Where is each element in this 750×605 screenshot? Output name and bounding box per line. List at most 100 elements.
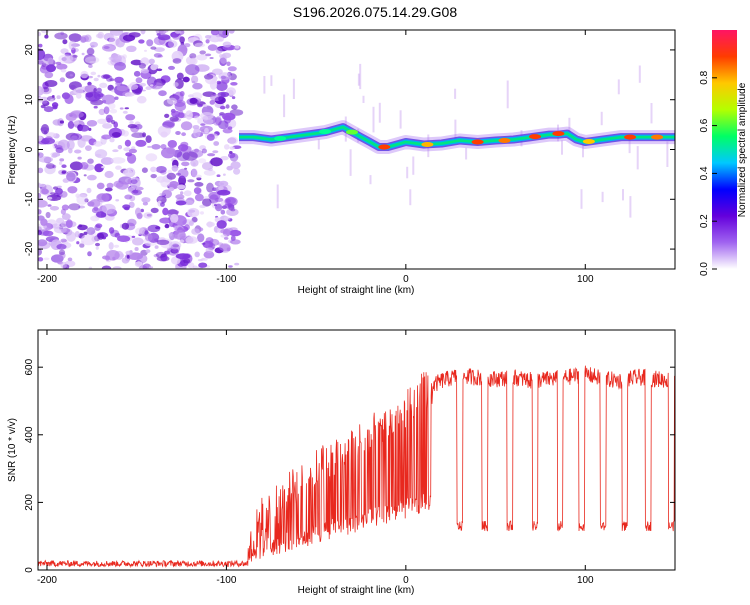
signal-streak <box>650 103 653 124</box>
noise-blob <box>168 232 173 237</box>
noise-blob <box>187 262 195 269</box>
noise-blob <box>215 47 223 54</box>
signal-streak <box>638 65 641 83</box>
noise-blob <box>191 75 199 84</box>
noise-blob <box>219 114 224 117</box>
noise-blob <box>191 92 203 100</box>
noise-blob <box>197 259 203 262</box>
noise-blob <box>119 107 124 110</box>
y-tick-label: 400 <box>24 426 35 443</box>
noise-blob <box>191 228 200 235</box>
noise-blob <box>53 186 59 190</box>
noise-blob <box>102 123 113 129</box>
noise-blob <box>177 168 189 179</box>
noise-blob <box>116 85 128 92</box>
noise-blob <box>50 192 56 195</box>
noise-blob <box>38 43 43 48</box>
x-tick-label: -100 <box>216 274 236 285</box>
noise-blob <box>225 198 231 204</box>
noise-blob <box>109 137 115 143</box>
noise-blob <box>192 162 196 167</box>
noise-blob <box>156 33 161 36</box>
noise-blob <box>234 262 240 266</box>
signal-streak <box>561 140 563 155</box>
noise-blob <box>58 249 66 256</box>
noise-blob <box>59 158 65 162</box>
noise-blob <box>146 39 154 47</box>
noise-blob <box>80 241 85 244</box>
noise-blob <box>115 165 122 170</box>
noise-blob <box>60 261 67 269</box>
noise-blob <box>182 76 190 83</box>
noise-blob <box>204 127 209 134</box>
noise-blob <box>228 30 235 34</box>
noise-blob <box>220 92 226 97</box>
noise-blob <box>103 46 110 49</box>
noise-blob <box>86 227 96 235</box>
noise-blob <box>198 158 207 164</box>
noise-blob <box>206 133 215 141</box>
noise-blob <box>38 241 51 250</box>
noise-blob <box>164 113 170 118</box>
noise-blob <box>69 74 74 77</box>
noise-blob <box>208 167 213 172</box>
noise-blob <box>234 45 240 49</box>
noise-blob <box>86 187 92 194</box>
noise-blob <box>203 250 215 259</box>
noise-blob <box>138 265 148 269</box>
noise-blob <box>197 104 203 108</box>
snr-panel: -200 -100 0 100 0 200 400 600 Height of straigh… <box>7 329 676 596</box>
noise-blob <box>77 137 86 149</box>
y-tick-label: 200 <box>24 494 35 511</box>
noise-blob <box>220 156 229 161</box>
colorbar-tick-label: 0.2 <box>699 214 710 228</box>
noise-blob <box>64 94 74 105</box>
ridge-peak <box>319 129 332 135</box>
noise-blob <box>181 132 187 137</box>
noise-blob <box>182 151 198 161</box>
noise-blob <box>202 257 208 261</box>
noise-blob <box>93 77 99 82</box>
noise-blob <box>218 72 232 81</box>
noise-blob <box>127 124 138 129</box>
noise-blob <box>185 110 193 120</box>
noise-blob <box>93 141 103 147</box>
noise-blob <box>45 211 51 219</box>
noise-blob <box>81 52 85 56</box>
noise-blob <box>205 53 212 57</box>
noise-blob <box>59 77 66 83</box>
noise-blob <box>59 120 64 124</box>
signal-streak <box>372 106 375 133</box>
noise-blob <box>67 120 75 129</box>
noise-blob <box>112 266 122 269</box>
colorbar-tick-label: 0.6 <box>699 118 710 132</box>
noise-blob <box>167 40 178 48</box>
noise-blob <box>144 233 153 242</box>
noise-blob <box>87 75 93 79</box>
noise-blob <box>155 166 167 173</box>
noise-blob <box>130 179 138 185</box>
noise-blob <box>62 39 68 45</box>
noise-blob <box>95 242 100 247</box>
noise-blob <box>157 197 163 201</box>
noise-blob <box>38 199 48 208</box>
noise-blob <box>122 169 133 177</box>
noise-blob <box>53 143 58 147</box>
noise-blob <box>156 239 170 245</box>
noise-blob <box>214 197 224 202</box>
noise-blob <box>74 231 80 238</box>
noise-blob <box>38 248 42 256</box>
noise-blob <box>155 226 161 230</box>
noise-blob <box>148 58 155 65</box>
noise-blob <box>80 35 89 43</box>
noise-blob <box>226 208 239 217</box>
noise-blob <box>134 247 139 251</box>
noise-blob <box>117 145 122 150</box>
noise-blob <box>58 54 73 64</box>
noise-blob <box>160 178 171 188</box>
noise-blob <box>141 89 147 92</box>
x-tick-label: -200 <box>37 575 57 586</box>
noise-blob <box>114 76 124 83</box>
noise-blob <box>66 172 76 182</box>
